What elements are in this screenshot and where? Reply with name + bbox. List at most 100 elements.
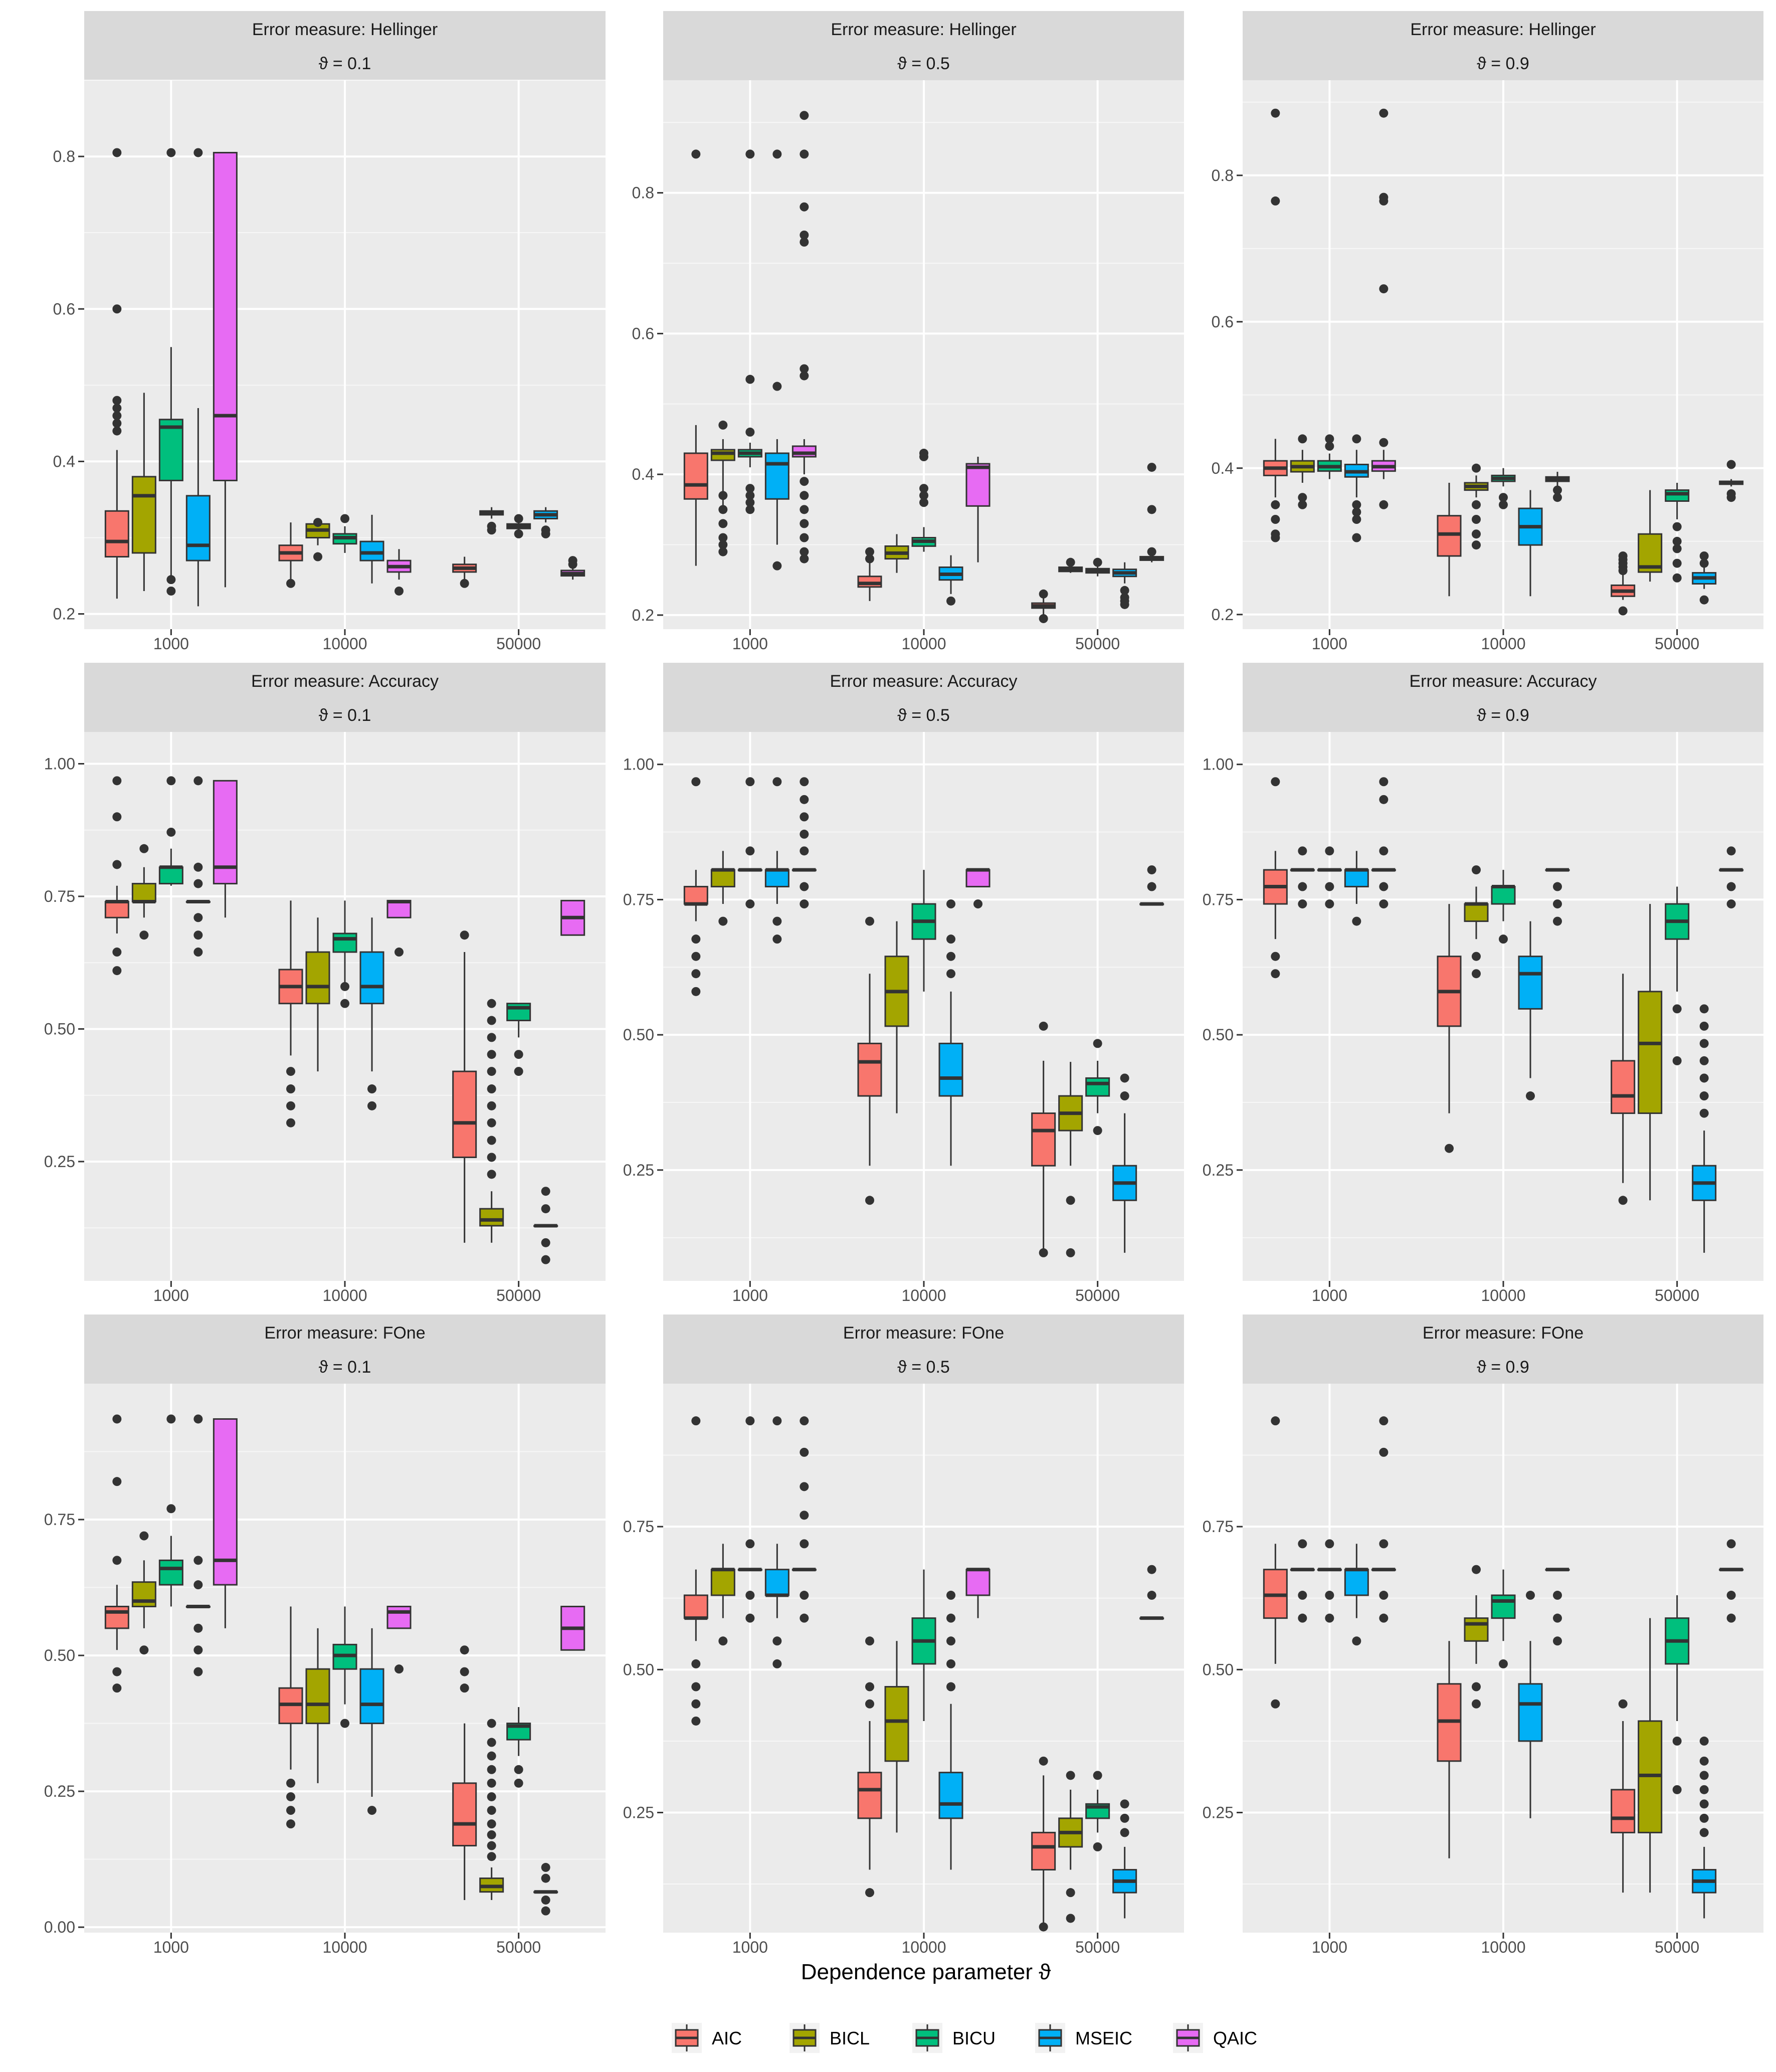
outlier-point bbox=[139, 930, 149, 940]
outlier-point bbox=[772, 916, 782, 926]
outlier-point bbox=[367, 1101, 376, 1110]
outlier-point bbox=[367, 1806, 376, 1815]
outlier-point bbox=[1039, 1248, 1048, 1257]
outlier-point bbox=[193, 1580, 203, 1590]
box-body bbox=[158, 1559, 183, 1586]
outlier-point bbox=[487, 1050, 496, 1059]
outlier-point bbox=[745, 1613, 755, 1623]
outlier-point bbox=[946, 952, 955, 961]
outlier-point bbox=[691, 777, 701, 787]
outlier-point bbox=[1147, 547, 1156, 556]
box-mseic-1000 bbox=[185, 1414, 211, 1676]
outlier-point bbox=[487, 1118, 496, 1127]
strip-background bbox=[663, 11, 1184, 80]
y-tick-label: 0.25 bbox=[1203, 1161, 1234, 1179]
outlier-point bbox=[1271, 108, 1280, 118]
outlier-point bbox=[1472, 515, 1481, 524]
outlier-point bbox=[1379, 1416, 1389, 1426]
box-bicu-1000 bbox=[158, 776, 183, 886]
y-tick-label: 0.25 bbox=[44, 1153, 75, 1171]
box-mseic-50000 bbox=[533, 1187, 558, 1264]
outlier-point bbox=[1298, 882, 1307, 891]
box-qaic-10000 bbox=[1545, 868, 1570, 926]
outlier-point bbox=[1120, 1073, 1129, 1083]
box-bicu-1000 bbox=[158, 1414, 183, 1607]
outlier-point bbox=[691, 1682, 701, 1691]
outlier-point bbox=[1472, 540, 1481, 550]
x-tick-label: 50000 bbox=[1655, 1286, 1699, 1304]
box-mseic-10000 bbox=[359, 1628, 384, 1815]
y-tick-label: 0.25 bbox=[44, 1782, 75, 1800]
box-qaic-1000 bbox=[1371, 1416, 1396, 1623]
outlier-point bbox=[1499, 934, 1508, 944]
outlier-point bbox=[1271, 969, 1280, 979]
box-body bbox=[131, 1581, 156, 1608]
outlier-point bbox=[800, 812, 809, 822]
outlier-point bbox=[112, 419, 122, 428]
box-mseic-1000 bbox=[1344, 851, 1369, 926]
outlier-point bbox=[946, 1613, 955, 1623]
box-bicl-10000 bbox=[1464, 463, 1489, 550]
outlier-point bbox=[718, 916, 728, 926]
outlier-point bbox=[946, 969, 955, 979]
box-mseic-1000 bbox=[764, 149, 790, 571]
outlier-point bbox=[772, 934, 782, 944]
outlier-point bbox=[1379, 777, 1389, 787]
box-aic-1000 bbox=[683, 149, 708, 566]
box-body bbox=[131, 476, 156, 554]
y-tick-label: 0.75 bbox=[623, 890, 654, 908]
outlier-point bbox=[1093, 1842, 1102, 1851]
box-mseic-10000 bbox=[1518, 1591, 1543, 1818]
box-mseic-10000 bbox=[938, 555, 963, 606]
outlier-point bbox=[1379, 108, 1389, 118]
outlier-point bbox=[865, 1682, 874, 1691]
y-tick-label: 0.25 bbox=[623, 1161, 654, 1179]
outlier-point bbox=[1726, 846, 1736, 856]
strip-theta-label: ϑ = 0.1 bbox=[319, 54, 371, 73]
box-bicl-50000 bbox=[479, 507, 504, 535]
box-body bbox=[857, 576, 882, 588]
x-tick-label: 50000 bbox=[496, 1286, 541, 1304]
outlier-point bbox=[1352, 507, 1361, 517]
box-qaic-1000 bbox=[792, 1416, 817, 1623]
outlier-point bbox=[800, 1539, 809, 1549]
outlier-point bbox=[1726, 460, 1736, 469]
legend-item-bicl: BICL bbox=[790, 2023, 870, 2053]
outlier-point bbox=[718, 505, 728, 514]
y-tick-label: 0.75 bbox=[1203, 890, 1234, 908]
outlier-point bbox=[691, 952, 701, 961]
outlier-point bbox=[313, 552, 322, 561]
outlier-point bbox=[1379, 899, 1389, 909]
outlier-point bbox=[1672, 536, 1682, 546]
outlier-point bbox=[1298, 493, 1307, 502]
outlier-point bbox=[800, 202, 809, 212]
legend-label: BICU bbox=[952, 2028, 996, 2048]
outlier-point bbox=[919, 484, 928, 493]
outlier-point bbox=[112, 1477, 122, 1486]
outlier-point bbox=[367, 1084, 376, 1094]
box-body bbox=[857, 1042, 882, 1097]
box-bicu-10000 bbox=[911, 449, 936, 552]
box-body bbox=[359, 1668, 384, 1725]
box-qaic-50000 bbox=[1719, 460, 1744, 502]
box-mseic-1000 bbox=[185, 776, 211, 957]
box-body bbox=[764, 869, 790, 888]
outlier-point bbox=[1120, 1813, 1129, 1823]
outlier-point bbox=[1553, 485, 1562, 495]
outlier-point bbox=[487, 1719, 496, 1728]
outlier-point bbox=[1553, 1613, 1562, 1623]
panel-accuracy-theta-0-5: Error measure: Accuracy ϑ = 0.5 0.25 0.50 0.… bbox=[623, 663, 1184, 1304]
outlier-point bbox=[865, 547, 874, 556]
outlier-point bbox=[1325, 1591, 1334, 1600]
outlier-point bbox=[286, 1084, 295, 1094]
box-mseic-10000 bbox=[1518, 921, 1543, 1101]
outlier-point bbox=[800, 1613, 809, 1623]
outlier-point bbox=[1325, 882, 1334, 891]
x-tick-label: 10000 bbox=[902, 1938, 946, 1956]
box-bicl-10000 bbox=[884, 1641, 909, 1833]
panel-hellinger-theta-0-1: Error measure: Hellinger ϑ = 0.1 0.2 0.4 0.6… bbox=[53, 11, 606, 653]
box-bicl-1000 bbox=[710, 1544, 735, 1646]
x-tick-label: 1000 bbox=[1312, 635, 1347, 653]
outlier-point bbox=[946, 1591, 955, 1600]
box-qaic-10000 bbox=[965, 868, 991, 909]
